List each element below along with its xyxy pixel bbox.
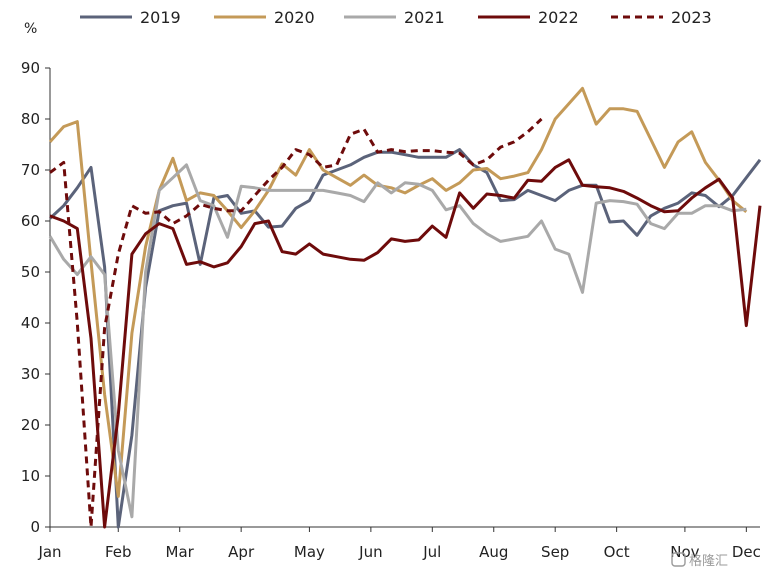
watermark: 格隆汇 (671, 552, 728, 569)
y-tick-label: 70 (21, 161, 40, 179)
y-tick-label: 40 (21, 314, 40, 332)
watermark-logo-icon (671, 552, 686, 567)
x-tick-label-sep: Sep (541, 543, 569, 561)
x-tick-label-jul: Jul (422, 543, 441, 561)
series-line-2022 (49, 158, 762, 529)
y-tick-label: 60 (21, 212, 40, 230)
legend-label-2021: 2021 (404, 8, 445, 27)
x-tick-label-feb: Feb (105, 543, 132, 561)
y-tick-label: 80 (21, 110, 40, 128)
y-tick-label: 0 (30, 518, 40, 536)
series-line-2020 (48, 86, 748, 498)
x-tick-label-oct: Oct (604, 543, 630, 561)
series-line-2023 (49, 117, 543, 529)
x-tick-label-aug: Aug (479, 543, 508, 561)
y-tick-label: 90 (21, 59, 40, 77)
series-line-2021 (48, 163, 747, 519)
x-tick-label-may: May (294, 543, 325, 561)
series-line-2019 (48, 148, 762, 529)
x-tick-label-nov: Nov (670, 543, 699, 561)
x-tick-label-mar: Mar (166, 543, 195, 561)
watermark-text: 格隆汇 (689, 553, 728, 569)
y-tick-label: 10 (21, 467, 40, 485)
y-tick-label: 20 (21, 416, 40, 434)
x-tick-label-dec: Dec (732, 543, 761, 561)
legend-label-2022: 2022 (538, 8, 579, 27)
legend-label-2019: 2019 (140, 8, 181, 27)
y-tick-label: 50 (21, 263, 40, 281)
x-tick-label-jun: Jun (358, 543, 382, 561)
legend-label-2020: 2020 (274, 8, 315, 27)
y-axis: 0 10 20 30 40 50 60 70 80 90 (21, 59, 51, 536)
y-tick-label: 30 (21, 365, 40, 383)
x-axis: Jan Feb Mar Apr May Jun Jul Aug Sep Oct Nov Dec (37, 526, 761, 561)
x-tick-label-apr: Apr (228, 543, 255, 561)
legend: 2019 2020 2021 2022 2023 (80, 8, 712, 27)
x-tick-label-jan: Jan (37, 543, 61, 561)
series-lines (48, 86, 762, 529)
y-axis-unit-label: % (24, 21, 37, 37)
legend-label-2023: 2023 (671, 8, 712, 27)
